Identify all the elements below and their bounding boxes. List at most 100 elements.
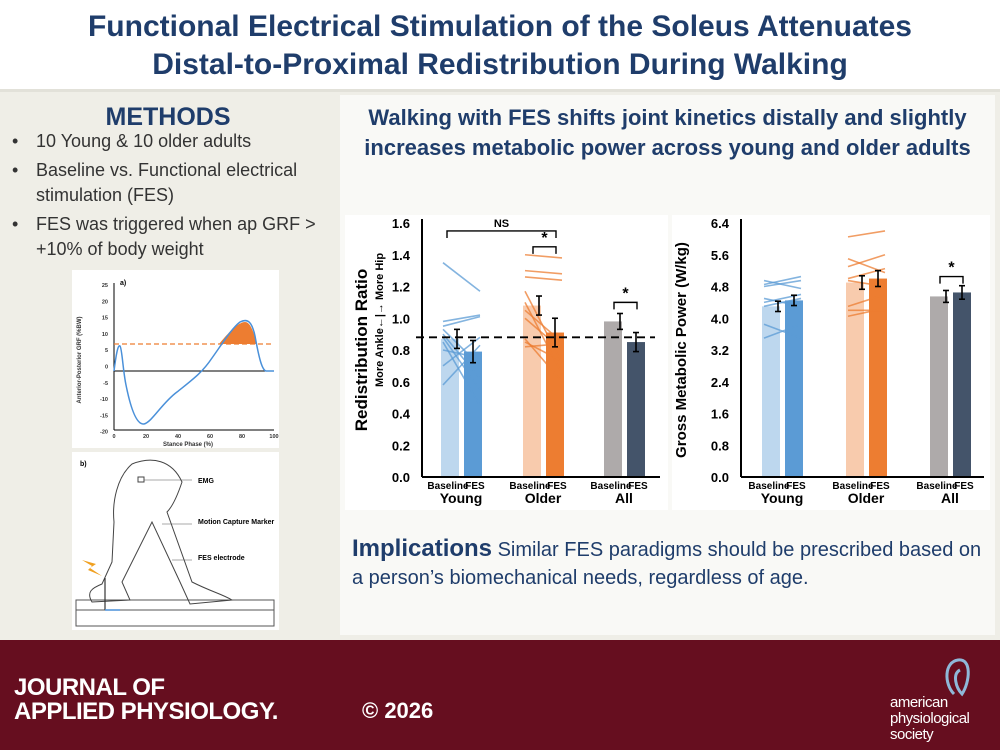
aps-logo-icon: [945, 658, 970, 697]
y-tick-label: 0.8: [392, 343, 410, 358]
group-label: Young: [440, 490, 483, 506]
grf-xtick: 100: [269, 434, 278, 440]
y-tick-label: 1.2: [392, 280, 410, 295]
title-line-2: Distal-to-Proximal Redistribution During…: [152, 48, 848, 81]
individual-line: [847, 253, 886, 268]
grf-xtick: 60: [207, 434, 213, 440]
bar-all-fes: [627, 342, 645, 477]
individual-line: [442, 315, 481, 327]
y-tick-label: 1.0: [392, 311, 410, 326]
electrode-label: FES electrode: [198, 555, 245, 562]
individual-line: [524, 341, 563, 362]
x-tick-label: Baseline: [916, 481, 958, 492]
grf-ytick: 25: [102, 283, 108, 289]
individual-line: [442, 262, 481, 292]
x-tick-label: Baseline: [748, 481, 790, 492]
bar-young-baseline: [762, 306, 780, 477]
grf-ytick: -10: [100, 397, 108, 403]
society-logo-text: american physiological society: [890, 694, 970, 743]
emg-label: EMG: [198, 478, 215, 485]
x-tick-label: FES: [628, 481, 648, 492]
society-line: physiological: [890, 710, 970, 727]
results-panel: Walking with FES shifts joint kinetics d…: [340, 95, 995, 635]
figure-a-label: a): [120, 280, 126, 287]
y-tick-label: 5.6: [711, 248, 729, 263]
individual-line: [442, 344, 481, 386]
metabolic-chart-svg: Gross Metabolic Power (W/kg) 0.0 0.8 1.6 2.4…: [673, 216, 984, 506]
x-tick-label: Baseline: [509, 481, 551, 492]
y-axis-label: Gross Metabolic Power (W/kg): [673, 242, 690, 458]
grf-ytick: -15: [100, 413, 108, 419]
individual-line: [442, 314, 481, 323]
grf-ytick: 20: [102, 299, 108, 305]
legs-icon: [89, 459, 234, 605]
setup-figure: b) EMG Motion Capture Marker FES electro…: [72, 452, 279, 630]
older-significance-label: *: [541, 230, 548, 247]
implications-heading: Implications: [352, 535, 493, 562]
y-tick-label: 6.4: [711, 216, 730, 231]
bar-all-baseline: [604, 321, 622, 477]
bar-older-fes: [869, 278, 887, 477]
bar-all-baseline: [930, 296, 948, 477]
methods-list: 10 Young & 10 older adults Baseline vs. …: [10, 129, 330, 266]
individual-line: [763, 279, 802, 290]
x-tick-label: FES: [870, 481, 890, 492]
implications: Implications Similar FES paradigms shoul…: [352, 535, 992, 592]
y-tick-label: 2.4: [711, 375, 730, 390]
results-heading: Walking with FES shifts joint kinetics d…: [364, 105, 971, 160]
grf-figure: a) Anterior-Posterior GRF (%BW) Stance P…: [72, 270, 279, 448]
individual-line: [763, 323, 802, 339]
all-significance-bracket: [613, 301, 638, 310]
journal-name-line-2: APPLIED PHYSIOLOGY.: [14, 698, 278, 725]
y-tick-label: 3.2: [711, 343, 729, 358]
y-tick-label: 1.6: [392, 216, 410, 231]
individual-line: [524, 309, 563, 343]
bar-young-fes: [785, 300, 803, 477]
grf-xlabel: Stance Phase (%): [163, 442, 213, 448]
x-tick-label: FES: [786, 481, 806, 492]
footer: JOURNAL OF APPLIED PHYSIOLOGY. © 2026 am…: [0, 640, 1000, 750]
redistribution-chart: Redistribution Ratio More Ankle←|→ More H…: [345, 215, 668, 510]
lightning-icon: [82, 560, 102, 576]
individual-line: [524, 253, 563, 259]
title-line-1: Functional Electrical Stimulation of the…: [87, 10, 912, 43]
grf-ytick: -5: [103, 381, 108, 387]
grf-ytick: 0: [105, 365, 108, 371]
y-tick-label: 0.8: [711, 438, 729, 453]
copyright: © 2026: [362, 698, 434, 723]
grf-curve: [113, 319, 274, 425]
x-tick-label: Baseline: [427, 481, 469, 492]
marker-label: Motion Capture Marker: [198, 519, 275, 526]
emg-sensor-icon: [137, 476, 145, 483]
x-tick-label: FES: [547, 481, 567, 492]
grf-xtick: 80: [239, 434, 245, 440]
grf-xtick: 20: [143, 434, 149, 440]
individual-line: [442, 349, 481, 359]
individual-line: [763, 297, 802, 308]
group-label: Young: [761, 490, 804, 506]
methods-bullet: 10 Young & 10 older adults: [10, 129, 330, 154]
methods-panel: METHODS 10 Young & 10 older adults Basel…: [0, 95, 336, 635]
bar-older-baseline: [846, 282, 864, 477]
y-tick-label: 0.0: [711, 470, 729, 485]
grf-plot: a) Anterior-Posterior GRF (%BW) Stance P…: [77, 280, 279, 448]
grf-ytick: 10: [102, 332, 108, 338]
treadmill-icon: [75, 599, 275, 627]
group-label: All: [941, 490, 959, 506]
individual-line: [442, 333, 481, 380]
redistribution-chart-svg: Redistribution Ratio More Ankle←|→ More H…: [352, 216, 660, 506]
individual-line: [847, 293, 886, 308]
fes-trigger-area: [219, 322, 257, 344]
y-tick-label: 0.4: [392, 407, 411, 422]
individual-line: [442, 341, 481, 406]
individual-line: [524, 342, 563, 348]
y-tick-label: 1.6: [711, 407, 729, 422]
y-tick-label: 4.0: [711, 311, 729, 326]
individual-line: [847, 230, 886, 238]
y-axis-label: Redistribution Ratio: [352, 269, 371, 431]
grf-ytick: -20: [100, 430, 108, 436]
y-tick-label: 0.6: [392, 375, 410, 390]
grf-xtick: 40: [175, 434, 181, 440]
society-line: american: [890, 694, 948, 711]
individual-line: [847, 279, 886, 288]
